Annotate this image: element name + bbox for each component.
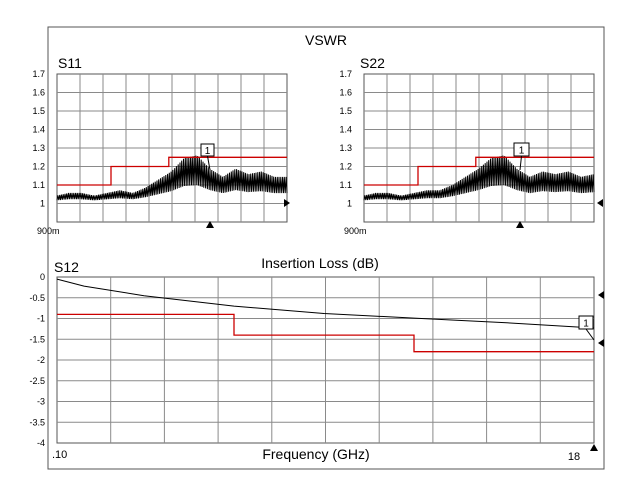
outer-frame <box>47 26 605 470</box>
s12-y-ref-arrow-icon <box>598 291 604 299</box>
s12-spec-limit-line <box>57 313 594 353</box>
s11-y-tick-labels: 1.7 1.6 1.5 1.4 1.3 1.2 1.1 1 900m <box>32 69 59 236</box>
s22-measured-trace <box>363 155 595 201</box>
s12-marker: 1 <box>578 315 595 341</box>
s22-y-tick-label: 1.3 <box>339 143 352 153</box>
s12-x-axis-label: Frequency (GHz) <box>262 446 369 462</box>
s22-x-arrow-icon <box>516 221 524 228</box>
s12-y-ref-arrow-2-icon <box>598 339 604 347</box>
s12-y-tick-label: -3 <box>37 397 45 407</box>
s12-y-tick-label: -1 <box>37 314 45 324</box>
s22-y-tick-label: 1.2 <box>339 162 352 172</box>
s22-y-tick-label: 1 <box>347 199 352 209</box>
s12-subtitle: Insertion Loss (dB) <box>261 255 379 271</box>
s11-y-tick-label: 900m <box>37 226 60 236</box>
s22-grid <box>363 73 595 223</box>
s12-grid <box>56 276 595 444</box>
s12-marker-label: 1 <box>583 319 589 330</box>
s11-y-tick-label: 1.1 <box>32 180 45 190</box>
page-title: VSWR <box>305 32 347 48</box>
s22-y-tick-label: 1.5 <box>339 106 352 116</box>
s12-y-tick-label: -1.5 <box>29 334 45 344</box>
s11-series <box>56 155 288 201</box>
s11-y-tick-label: 1.7 <box>32 69 45 79</box>
s11-y-tick-label: 1 <box>40 199 45 209</box>
s12-y-tick-label: 0 <box>40 272 45 282</box>
s11-marker-label: 1 <box>205 146 211 157</box>
s11-y-tick-label: 1.2 <box>32 162 45 172</box>
s12-y-tick-label: -0.5 <box>29 293 45 303</box>
s12-y-tick-label: -2 <box>37 355 45 365</box>
s11-marker-leader <box>207 155 211 171</box>
s22-y-tick-label: 1.7 <box>339 69 352 79</box>
s11-marker: 1 <box>200 143 215 171</box>
s11-y-tick-label: 1.5 <box>32 106 45 116</box>
s12-y-tick-label: -3.5 <box>29 417 45 427</box>
s22-marker: 1 <box>513 142 530 171</box>
s12-y-tick-label: -4 <box>37 438 45 448</box>
s22-y-tick-label: 900m <box>344 226 367 236</box>
s22-panel: S22 1.7 1.6 1.5 1.4 1.3 1.2 1.1 1 900m 1 <box>339 55 603 236</box>
s22-series <box>363 155 595 201</box>
s22-y-tick-label: 1.4 <box>339 125 352 135</box>
s22-y-tick-label: 1.1 <box>339 180 352 190</box>
s12-series <box>56 278 595 353</box>
s11-panel: S11 1.7 1.6 1.5 1.4 1.3 1.2 1.1 1 900m 1 <box>32 55 290 236</box>
s22-marker-label: 1 <box>519 146 525 157</box>
s22-spec-limit-line <box>364 156 594 186</box>
s12-y-tick-labels: 0 -0.5 -1 -1.5 -2 -2.5 -3 -3.5 -4 <box>29 272 45 448</box>
s12-panel: S12 Insertion Loss (dB) 0 -0.5 -1 -1.5 -2 -2.… <box>29 255 604 463</box>
s12-x-tick-start: .10 <box>52 449 67 461</box>
s22-y-ref-arrow-icon <box>597 199 603 207</box>
s12-measured-trace <box>56 278 595 329</box>
s11-x-arrow-icon <box>206 221 214 228</box>
s11-y-ref-arrow-icon <box>284 199 290 207</box>
s11-spec-limit-line <box>57 156 287 186</box>
s22-y-tick-label: 1.6 <box>339 88 352 98</box>
s11-grid <box>56 73 288 223</box>
s12-marker-leader <box>585 328 595 341</box>
s11-title: S11 <box>58 55 82 71</box>
s11-y-tick-label: 1.4 <box>32 125 45 135</box>
s12-y-tick-label: -2.5 <box>29 376 45 386</box>
s22-y-tick-labels: 1.7 1.6 1.5 1.4 1.3 1.2 1.1 1 900m <box>339 69 366 236</box>
s11-y-tick-label: 1.6 <box>32 88 45 98</box>
s12-title: S12 <box>54 259 79 275</box>
s11-measured-trace <box>56 155 288 201</box>
s12-x-arrow-icon <box>590 444 598 451</box>
s12-x-tick-end: 18 <box>568 451 580 463</box>
s22-marker-leader <box>519 155 522 171</box>
s11-y-tick-label: 1.3 <box>32 143 45 153</box>
s22-title: S22 <box>360 55 385 71</box>
